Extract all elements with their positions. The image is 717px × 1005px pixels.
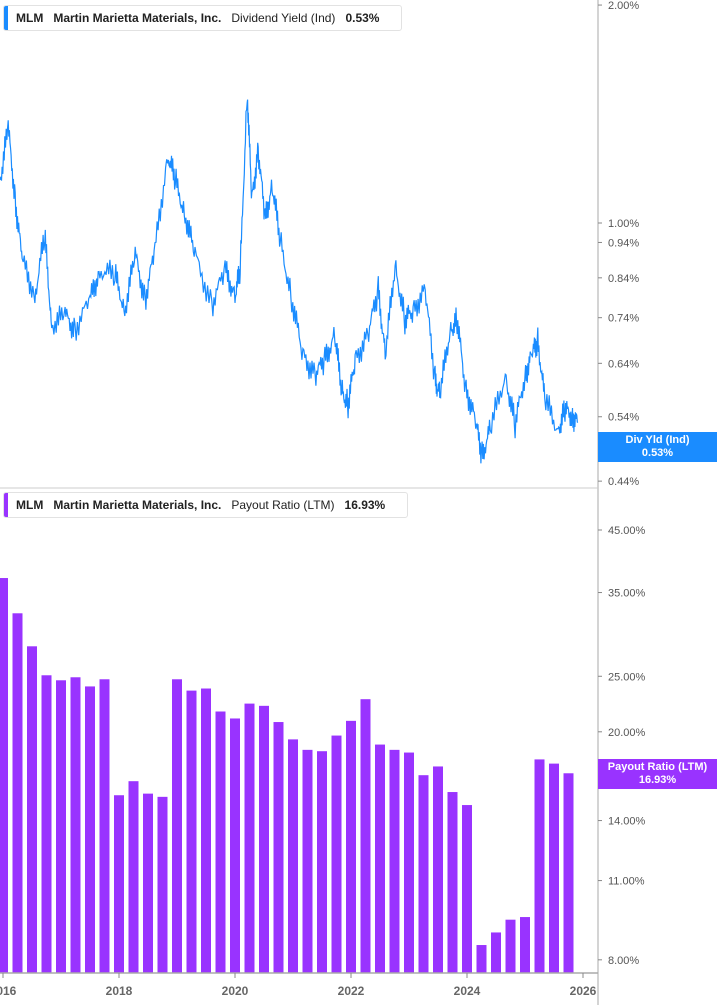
y-tick-label: 0.74%	[608, 313, 639, 325]
series-color-swatch	[4, 493, 8, 517]
callout-value: 16.93%	[638, 774, 677, 786]
legend-metric: Dividend Yield (Ind)	[231, 11, 336, 25]
payout-bar	[462, 805, 472, 973]
payout-bar	[447, 792, 458, 973]
y-tick-label: 20.00%	[608, 727, 646, 739]
y-tick-label: 11.00%	[608, 876, 645, 888]
payout-bar	[85, 686, 95, 973]
callout-value: 0.53%	[641, 447, 674, 459]
payout-callout: Payout Ratio (LTM) 16.93%	[598, 759, 717, 789]
yield-line	[0, 99, 579, 464]
payout-bar	[244, 703, 255, 973]
legend-ticker: MLM	[16, 11, 44, 25]
payout-bar	[505, 919, 516, 973]
payout-bar	[273, 722, 284, 973]
bottom-legend: MLM Martin Marietta Materials, Inc. Payo…	[3, 492, 409, 518]
payout-bar	[201, 688, 211, 973]
y-tick-label: 35.00%	[608, 588, 646, 600]
x-tick-label: 2018	[106, 984, 133, 998]
payout-bar	[0, 578, 8, 973]
payout-bar	[128, 781, 139, 973]
payout-bar	[302, 749, 313, 973]
payout-bar	[186, 690, 197, 973]
payout-bar	[563, 773, 574, 973]
y-tick-label: 25.00%	[608, 671, 646, 683]
payout-bar	[375, 744, 385, 973]
payout-bar	[41, 675, 52, 973]
payout-bar	[99, 679, 110, 973]
yield-callout: Div Yld (Ind) 0.53%	[598, 432, 717, 462]
payout-bar	[12, 613, 23, 973]
payout-bar	[346, 720, 356, 973]
payout-bar	[70, 677, 81, 973]
payout-bar	[259, 705, 269, 973]
legend-metric: Payout Ratio (LTM)	[231, 498, 335, 512]
legend-company: Martin Marietta Materials, Inc.	[53, 11, 222, 25]
top-legend: MLM Martin Marietta Materials, Inc. Divi…	[3, 5, 403, 31]
payout-bar	[143, 793, 153, 973]
y-tick-label: 0.84%	[608, 273, 639, 285]
payout-bar	[230, 718, 240, 973]
payout-bar	[331, 735, 342, 973]
y-tick-label: 8.00%	[608, 955, 639, 967]
payout-bar	[27, 646, 37, 973]
y-tick-label: 2.00%	[608, 0, 639, 12]
payout-bar	[114, 795, 124, 973]
payout-bar	[433, 766, 443, 973]
x-tick-label: 2016	[0, 984, 17, 998]
legend-value: 0.53%	[345, 11, 380, 25]
payout-bar	[389, 749, 400, 973]
legend-ticker: MLM	[16, 498, 44, 512]
payout-bar	[157, 796, 168, 973]
payout-bar	[172, 679, 182, 973]
legend-company: Martin Marietta Materials, Inc.	[53, 498, 222, 512]
payout-bar	[549, 763, 559, 973]
y-tick-label: 45.00%	[608, 525, 646, 537]
x-tick-label: 2026	[570, 984, 597, 998]
payout-bar	[520, 917, 530, 973]
payout-bar	[491, 932, 501, 973]
payout-bar	[476, 945, 487, 973]
callout-label: Div Yld (Ind)	[625, 434, 690, 446]
payout-bar	[317, 751, 327, 973]
payout-bar	[56, 680, 66, 973]
payout-bar	[418, 775, 429, 973]
y-tick-label: 0.44%	[608, 476, 639, 488]
y-tick-label: 14.00%	[608, 816, 646, 828]
callout-label: Payout Ratio (LTM)	[607, 761, 708, 773]
y-tick-label: 0.54%	[608, 412, 639, 424]
payout-bar	[534, 759, 545, 973]
x-tick-label: 2022	[338, 984, 365, 998]
payout-bar	[404, 752, 414, 973]
payout-bar	[215, 711, 226, 973]
y-tick-label: 1.00%	[608, 218, 639, 230]
legend-value: 16.93%	[344, 498, 386, 512]
payout-bar	[360, 699, 371, 973]
x-tick-label: 2020	[222, 984, 249, 998]
y-tick-label: 0.94%	[608, 237, 639, 249]
y-tick-label: 0.64%	[608, 358, 639, 370]
x-tick-label: 2024	[454, 984, 481, 998]
payout-bar	[288, 739, 298, 973]
series-color-swatch	[4, 6, 8, 30]
